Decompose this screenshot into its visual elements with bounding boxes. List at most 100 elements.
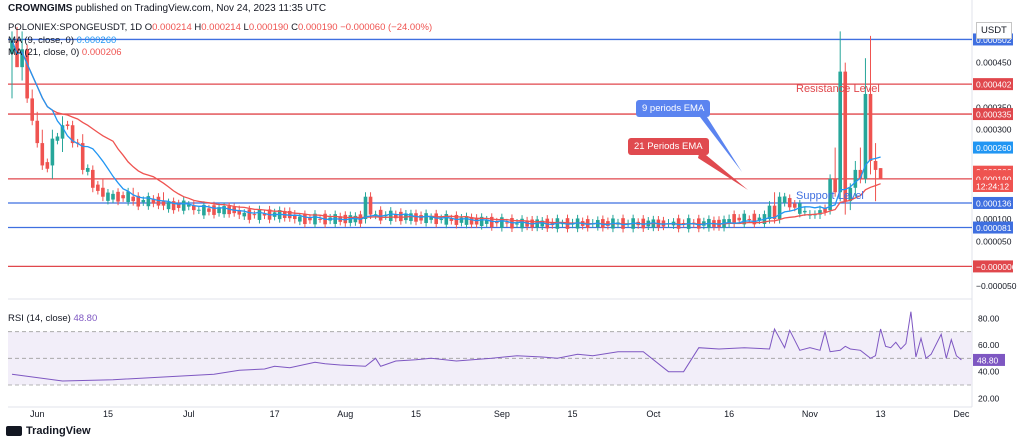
candle-body	[10, 40, 14, 54]
candle-body	[197, 209, 201, 211]
candle-body	[394, 214, 398, 219]
level-badge-text: 0.000081	[976, 223, 1012, 233]
candle-body	[515, 223, 519, 225]
candle-body	[176, 203, 181, 208]
rsi-badge-text: 48.80	[977, 355, 999, 365]
level-badge	[973, 78, 1013, 91]
rsi-legend[interactable]: RSI (14, close) 48.80	[8, 313, 97, 324]
candle-body	[50, 138, 55, 166]
candle-body	[737, 217, 741, 221]
ma9-legend[interactable]: MA (9, close, 0) 0.000260	[8, 35, 116, 46]
candle-body	[298, 216, 302, 222]
candle-body	[782, 196, 787, 203]
candle-body	[293, 214, 297, 220]
candle-body	[742, 213, 747, 225]
candle-body	[202, 204, 206, 216]
candle-body	[863, 93, 868, 179]
candle-body	[141, 200, 146, 203]
ema9-arrow	[700, 117, 742, 172]
time-tick-label: Jun	[30, 409, 45, 419]
price-badge-text: 0.000260	[976, 143, 1012, 153]
ma21-legend[interactable]: MA (21, close, 0) 0.000206	[8, 47, 122, 58]
published-text: published on TradingView.com, Nov 24, 20…	[75, 3, 327, 14]
candle-body	[101, 187, 105, 197]
candle-body	[116, 191, 120, 202]
candle-body	[192, 205, 196, 211]
candle-body	[156, 196, 161, 206]
candle-body	[550, 221, 555, 226]
candle-body	[257, 209, 262, 220]
candle-body	[353, 215, 358, 223]
candles	[10, 26, 883, 233]
rsi-badge	[973, 353, 1005, 366]
tradingview-icon	[6, 426, 22, 436]
candle-body	[848, 187, 853, 202]
candle-body	[70, 125, 75, 144]
price-badge-text: 0.000190	[976, 174, 1012, 184]
ohlc-change: −0.000060 (−24.00%)	[340, 22, 433, 33]
time-tick-label: 13	[876, 409, 886, 419]
support-label: Support Level	[796, 190, 864, 202]
rsi-pane	[8, 311, 972, 386]
candle-body	[449, 218, 454, 221]
level-badge	[973, 260, 1013, 273]
candle-body	[838, 71, 842, 193]
candle-body	[484, 219, 489, 224]
candle-body	[520, 218, 524, 229]
candle-body	[424, 213, 428, 224]
candle-body	[414, 213, 418, 222]
time-tick-label: 15	[568, 409, 578, 419]
candle-body	[747, 218, 752, 220]
candle-body	[828, 178, 832, 211]
candle-body	[252, 214, 257, 216]
rsi-label: RSI (14, close)	[8, 313, 71, 324]
candle-body	[96, 184, 100, 191]
candle-body	[60, 125, 65, 139]
candle-body	[459, 217, 464, 223]
candle-body	[803, 210, 807, 213]
horizontal-levels	[8, 38, 972, 268]
candle-body	[500, 217, 504, 228]
candle-body	[681, 223, 686, 225]
level-badge-text: 0.000335	[976, 110, 1012, 120]
callout-arrows	[698, 117, 748, 190]
candle-body	[287, 210, 292, 219]
ema9-callout: 9 periods EMA	[636, 100, 711, 117]
publisher-line: CROWNGIMS published on TradingView.com, …	[8, 3, 326, 14]
brand-name: TradingView	[26, 425, 91, 437]
rsi-tick-label: 40.00	[978, 367, 1000, 377]
time-tick-label: Oct	[646, 409, 661, 419]
ohlc-open: 0.000214	[152, 22, 192, 33]
candle-body	[873, 160, 878, 170]
time-tick-label: Nov	[802, 409, 819, 419]
time-tick-label: Aug	[337, 409, 353, 419]
candle-body	[85, 167, 90, 172]
candle-body	[767, 205, 772, 220]
time-tick-label: 15	[411, 409, 421, 419]
price-tick-label: 0.000350	[976, 102, 1012, 112]
candle-body	[106, 192, 110, 201]
currency-selector[interactable]: USDT	[976, 22, 1012, 39]
candle-body	[732, 214, 736, 225]
candle-body	[40, 143, 45, 166]
tradingview-logo[interactable]: TradingView	[6, 425, 91, 437]
candle-body	[368, 196, 373, 215]
rsi-tick-label: 20.00	[978, 393, 1000, 403]
time-tick-label: 15	[103, 409, 113, 419]
candle-body	[237, 210, 242, 215]
candle-body	[151, 198, 156, 204]
ohlc-close: 0.000190	[297, 22, 338, 33]
ohlc-high: 0.000214	[201, 22, 241, 33]
price-badge-text: 12:24:12	[976, 181, 1009, 191]
candle-body	[772, 205, 777, 220]
candle-body	[212, 205, 216, 215]
level-badge	[973, 108, 1013, 121]
candle-body	[843, 71, 848, 202]
time-tick-label: Dec	[953, 409, 970, 419]
candle-body	[242, 212, 247, 217]
candle-body	[20, 49, 24, 68]
candle-body	[429, 216, 433, 220]
candle-body	[186, 204, 191, 207]
price-badges: 0.000502 0.000402 0.000335 0.000190 0.000136…	[973, 33, 1017, 366]
